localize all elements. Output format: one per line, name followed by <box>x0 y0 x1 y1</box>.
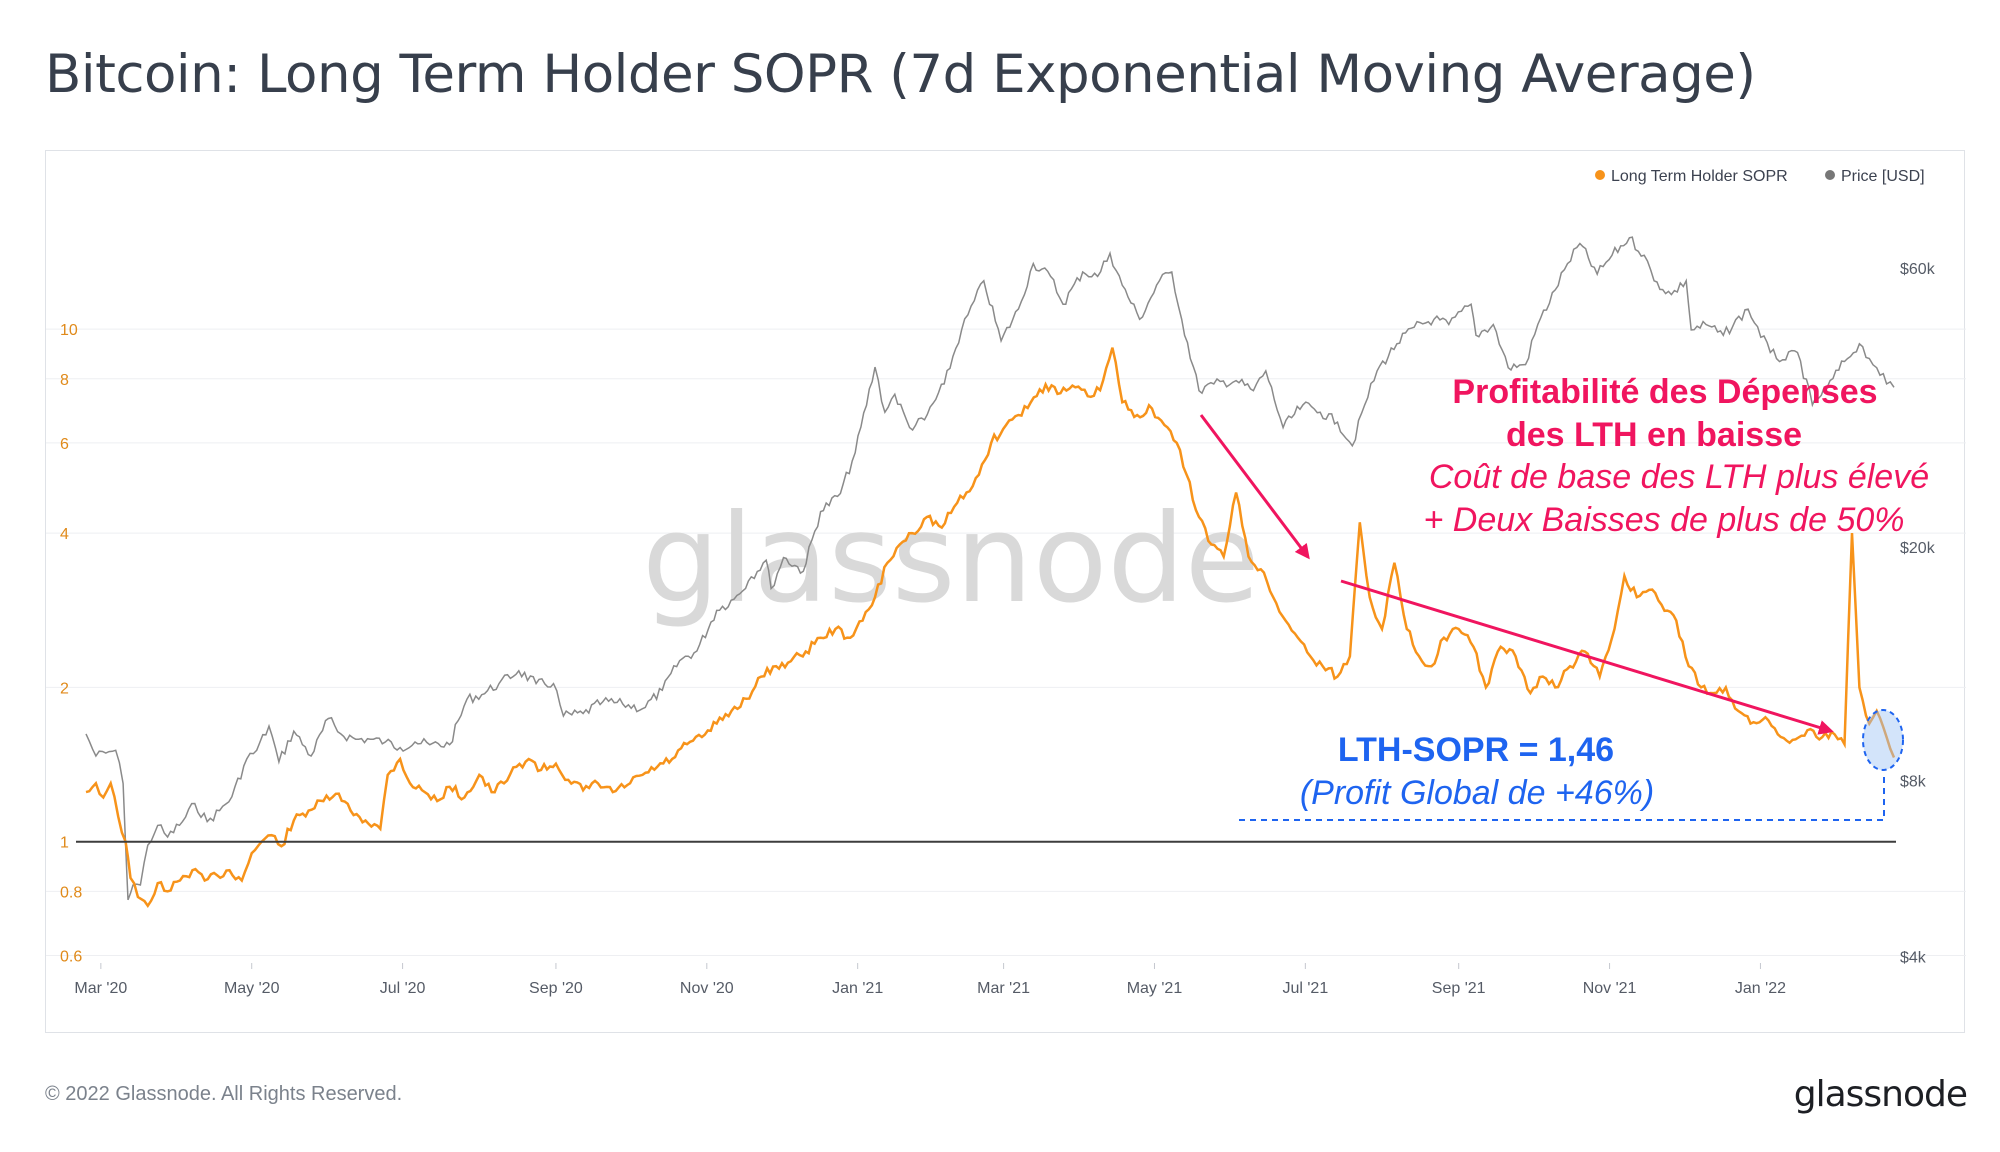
y-right-tick-label: $4k <box>1900 950 1927 967</box>
annotation-blue-bold: LTH-SOPR = 1,46 <box>1338 731 1614 769</box>
sopr-line <box>85 347 1896 909</box>
highlight-ellipse <box>1862 709 1904 771</box>
annotation-red-italic2: + Deux Baisses de plus de 50% <box>1423 501 1904 539</box>
y-left-tick-label: 0.8 <box>60 884 82 901</box>
legend-swatch-price <box>1825 170 1835 180</box>
axes: 0.6 0.8 1 2 4 6 8 10 $4k $8k $20k $60k Mar '20 May '2… <box>60 261 1936 997</box>
x-tick-label: Mar '21 <box>977 980 1030 997</box>
x-tick-label: Jul '21 <box>1282 980 1328 997</box>
y-left-tick-label: 0.6 <box>60 948 82 965</box>
y-right-tick-label: $20k <box>1900 540 1936 557</box>
x-tick-label: May '20 <box>224 980 280 997</box>
x-tick-label: Sep '21 <box>1432 980 1486 997</box>
watermark-text: glassnode <box>642 488 1260 630</box>
y-right-tick-label: $60k <box>1900 261 1936 278</box>
chart-frame: glassnode 0.6 0.8 1 2 4 6 8 10 $4k $8k $20k $60k Mar… <box>45 150 1966 1034</box>
price-line <box>85 236 1895 901</box>
x-tick-label: Jan '22 <box>1735 980 1786 997</box>
grid-lines <box>46 328 1966 956</box>
y-left-tick-label: 6 <box>60 436 69 453</box>
y-right-tick-label: $8k <box>1900 773 1927 790</box>
glassnode-logo[interactable]: glassnode <box>1793 1074 1968 1115</box>
annotation-red-line2: des LTH en baisse <box>1506 416 1802 454</box>
x-tick-label: Mar '20 <box>74 980 127 997</box>
blue-dashed-leader <box>1239 773 1885 821</box>
y-left-tick-label: 2 <box>60 680 69 697</box>
x-tick-label: Jan '21 <box>832 980 883 997</box>
x-tick-label: May '21 <box>1127 980 1183 997</box>
annotation-red-line1: Profitabilité des Dépenses <box>1452 373 1877 411</box>
y-left-tick-label: 1 <box>60 835 69 852</box>
x-tick-label: Nov '21 <box>1583 980 1637 997</box>
red-arrow-1 <box>1199 414 1310 560</box>
sopr-series <box>85 347 1896 909</box>
legend[interactable]: Long Term Holder SOPR Price [USD] <box>1595 168 1925 185</box>
legend-label-price[interactable]: Price [USD] <box>1841 168 1925 185</box>
chart[interactable]: glassnode 0.6 0.8 1 2 4 6 8 10 $4k $8k $20k $60k Mar… <box>46 151 1966 1034</box>
copyright-text: © 2022 Glassnode. All Rights Reserved. <box>45 1083 403 1105</box>
y-left-tick-label: 10 <box>60 322 78 339</box>
y-left-tick-label: 4 <box>60 526 69 543</box>
x-tick-label: Jul '20 <box>380 980 426 997</box>
y-left-tick-label: 8 <box>60 372 69 389</box>
legend-swatch-sopr <box>1595 170 1605 180</box>
page-title: Bitcoin: Long Term Holder SOPR (7d Expon… <box>45 44 1756 105</box>
price-series <box>85 236 1895 901</box>
annotation-blue-italic: (Profit Global de +46%) <box>1300 774 1654 812</box>
legend-label-sopr[interactable]: Long Term Holder SOPR <box>1611 168 1788 185</box>
x-tick-label: Nov '20 <box>680 980 734 997</box>
x-tick-label: Sep '20 <box>529 980 583 997</box>
red-arrow-2 <box>1340 579 1834 735</box>
annotation-red-italic1: Coût de base des LTH plus élevé <box>1429 458 1929 496</box>
